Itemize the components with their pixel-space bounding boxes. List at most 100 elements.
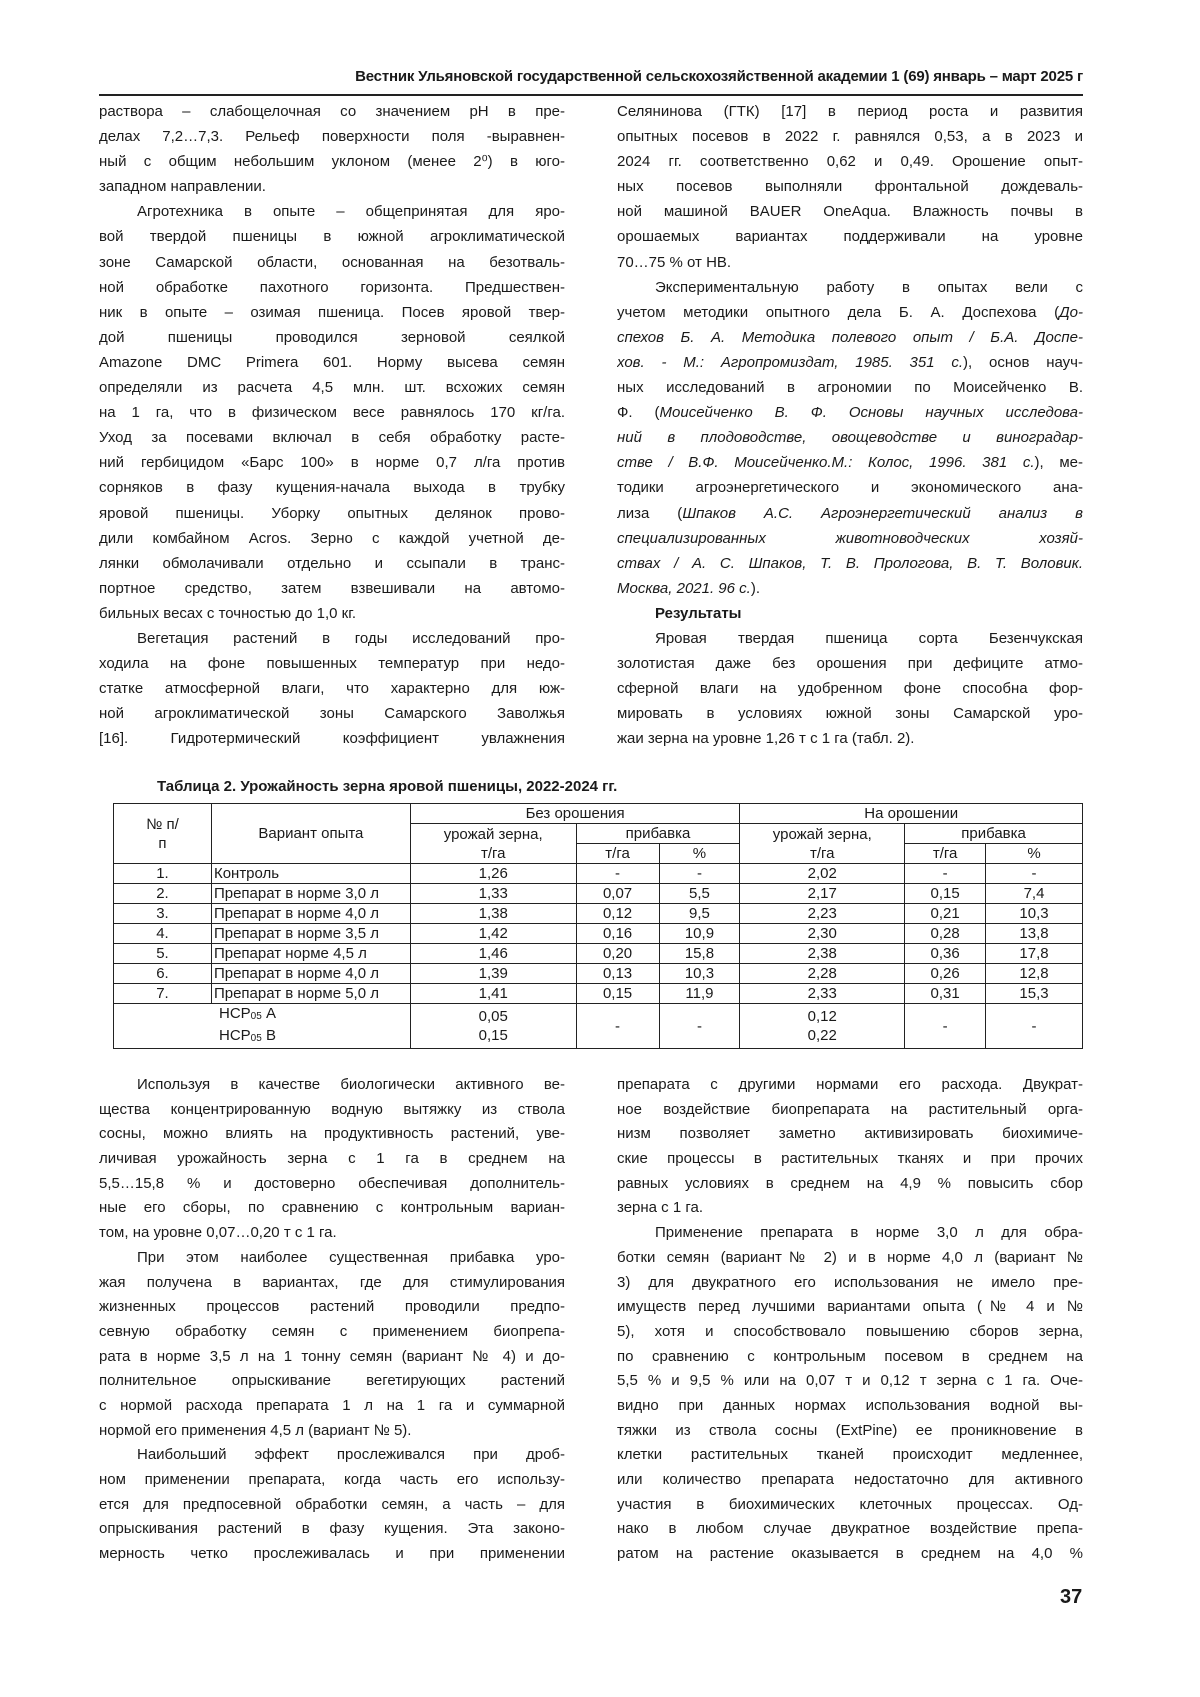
table-cell: 0,21 xyxy=(905,904,986,924)
table-cell: 6. xyxy=(114,964,212,984)
text-segment: специализированных животноводческих хозя… xyxy=(617,530,1083,547)
table-row: 3.Препарат в норме 4,0 л1,380,129,52,230… xyxy=(114,904,1083,924)
header-yield-unit: т/га xyxy=(740,844,904,863)
table-cell: 0,36 xyxy=(905,944,986,964)
header-tha: т/га xyxy=(905,844,986,864)
table-cell: 9,5 xyxy=(659,904,740,924)
text-line: участия в биохимических клеточных процес… xyxy=(617,1493,1083,1518)
text-line: имуществ перед лучшими вариантами опыта … xyxy=(617,1295,1083,1320)
text-line: ботки семян (вариант№ 2) и в норме 4,0 л… xyxy=(617,1246,1083,1271)
text-segment: ), основ науч- xyxy=(963,354,1083,371)
text-line: рата в норме 3,5 л на 1 тонну семян (вар… xyxy=(99,1345,565,1370)
lsd-dash: - xyxy=(576,1004,659,1049)
text-line: ские процессы в растительных тканях и пр… xyxy=(617,1147,1083,1172)
text-line: Яровая твердая пшеница сорта Безенчукска… xyxy=(617,626,1083,651)
table-cell: 7,4 xyxy=(986,884,1083,904)
header-no-irrigation: Без орошения xyxy=(410,804,740,824)
lsd-dash: - xyxy=(905,1004,986,1049)
table-cell: Препарат норме 4,5 л xyxy=(211,944,410,964)
text-line: специализированных животноводческих хозя… xyxy=(617,526,1083,551)
table-cell: 10,3 xyxy=(986,904,1083,924)
text-line: хов. - М.: Агропромиздат, 1985. 351 с.),… xyxy=(617,350,1083,375)
table-cell: 1,38 xyxy=(410,904,576,924)
text-line: ходила на фоне повышенных температур при… xyxy=(99,651,565,676)
text-segment: спехов Б. А. Методика полевого опыт / Б.… xyxy=(617,329,1083,346)
text-line: учетом методики опытного дела Б. А. Досп… xyxy=(617,300,1083,325)
text-line: препарата с другими нормами его расхода.… xyxy=(617,1073,1083,1098)
text-line: сосны, можно влиять на продуктивность ра… xyxy=(99,1122,565,1147)
text-line: зерна с 1 га. xyxy=(617,1196,1083,1221)
text-segment: Ф. ( xyxy=(617,404,660,421)
table-row: 5.Препарат норме 4,5 л1,460,2015,82,380,… xyxy=(114,944,1083,964)
table-cell: 4. xyxy=(114,924,212,944)
text-line: Используя в качестве биологически активн… xyxy=(99,1073,565,1098)
table-cell: 0,28 xyxy=(905,924,986,944)
table-cell: 7. xyxy=(114,984,212,1004)
table-cell: 10,9 xyxy=(659,924,740,944)
table-cell: 2,38 xyxy=(740,944,905,964)
table-row: 7.Препарат в норме 5,0 л1,410,1511,92,33… xyxy=(114,984,1083,1004)
table-cell: Препарат в норме 5,0 л xyxy=(211,984,410,1004)
text-line: нако в любом случае двукратное воздейств… xyxy=(617,1517,1083,1542)
header-pct: % xyxy=(986,844,1083,864)
table-cell: 1,26 xyxy=(410,864,576,884)
table-cell: 17,8 xyxy=(986,944,1083,964)
text-line: ном применении препарата, когда часть ег… xyxy=(99,1468,565,1493)
table-cell: 10,3 xyxy=(659,964,740,984)
text-line: ний гербицидом «Барс 100» в норме 0,7 л/… xyxy=(99,450,565,475)
text-line: жая получена в вариантах, где для стимул… xyxy=(99,1271,565,1296)
journal-header: Вестник Ульяновской государственной сель… xyxy=(150,68,1083,85)
text-line: ной машиной BAUER OneAqua. Влажность поч… xyxy=(617,199,1083,224)
text-line: ной агроклиматической зоны Самарского За… xyxy=(99,701,565,726)
text-column-top-right: Селянинова (ГТК) [17] в период роста и р… xyxy=(617,99,1083,751)
text-segment: ). xyxy=(751,580,760,597)
lsd-dash: - xyxy=(986,1004,1083,1049)
table-cell: 5. xyxy=(114,944,212,964)
table-cell: - xyxy=(659,864,740,884)
table-cell: 0,26 xyxy=(905,964,986,984)
text-line: 5,5 % и 9,5 % или на 0,07 т и 0,12 т зер… xyxy=(617,1369,1083,1394)
text-line: личивая урожайность зерна с 1 га в средн… xyxy=(99,1147,565,1172)
text-line: [16]. Гидротермический коэффициент увлаж… xyxy=(99,726,565,751)
text-line: опрыскивания растений в фазу кущения. Эт… xyxy=(99,1517,565,1542)
text-line: с нормой расхода препарата 1 л на 1 га и… xyxy=(99,1394,565,1419)
table-cell: 0,20 xyxy=(576,944,659,964)
text-segment: ), ме- xyxy=(1035,454,1083,471)
table-cell: 0,07 xyxy=(576,884,659,904)
text-line: сферной влаги на удобренном фоне способн… xyxy=(617,676,1083,701)
table-cell: 0,16 xyxy=(576,924,659,944)
text-line: раствора – слабощелочная со значением pH… xyxy=(99,99,565,124)
text-line: Результаты xyxy=(617,601,1083,626)
text-segment: хов. - М.: Агропромиздат, 1985. 351 с. xyxy=(617,354,963,371)
text-line: мерность четко прослеживалась и при прим… xyxy=(99,1542,565,1567)
header-pct: % xyxy=(659,844,740,864)
table-cell: - xyxy=(905,864,986,884)
table-cell: 5,5 xyxy=(659,884,740,904)
table-cell: Контроль xyxy=(211,864,410,884)
table-row-lsd: НСР05 А НСР05 В 0,050,15 - - 0,120,22 - … xyxy=(114,1004,1083,1049)
table-cell: 11,9 xyxy=(659,984,740,1004)
text-column-top-left: раствора – слабощелочная со значением pH… xyxy=(99,99,565,751)
table-cell: 2,02 xyxy=(740,864,905,884)
text-line: Вегетация растений в годы исследований п… xyxy=(99,626,565,651)
text-line: бильных весах с точностью до 1,0 кг. xyxy=(99,601,565,626)
text-line: Агротехника в опыте – общепринятая для я… xyxy=(99,199,565,224)
text-line: опытных посевов в 2022 г. равнялся 0,53,… xyxy=(617,124,1083,149)
yield-table: № п/п Вариант опыта Без орошения На орош… xyxy=(113,803,1083,1049)
text-line: щества концентрированную водную вытяжку … xyxy=(99,1098,565,1123)
text-line: жизненных процессов растений проводили п… xyxy=(99,1295,565,1320)
text-line: вой твердой пшеницы в южной агроклиматич… xyxy=(99,224,565,249)
table-cell: Препарат в норме 3,0 л xyxy=(211,884,410,904)
page-number: 37 xyxy=(1060,1586,1082,1609)
text-line: яровой пшеницы. Уборку опытных делянок п… xyxy=(99,501,565,526)
text-line: том, на уровне 0,07…0,20 т с 1 га. xyxy=(99,1221,565,1246)
table-cell: 2,17 xyxy=(740,884,905,904)
table-cell: 2,23 xyxy=(740,904,905,924)
text-segment: учетом методики опытного дела Б. А. Досп… xyxy=(617,304,1059,321)
text-line: севную обработку семян с применением био… xyxy=(99,1320,565,1345)
text-line: 3) для двукратного его использования не … xyxy=(617,1271,1083,1296)
text-line: мировать в условиях южной зоны Самарской… xyxy=(617,701,1083,726)
text-line: 5,5…15,8 % и достоверно обеспечивая допо… xyxy=(99,1172,565,1197)
text-line: нормой его применения 4,5 л (вариант № 5… xyxy=(99,1419,565,1444)
table-cell: 12,8 xyxy=(986,964,1083,984)
